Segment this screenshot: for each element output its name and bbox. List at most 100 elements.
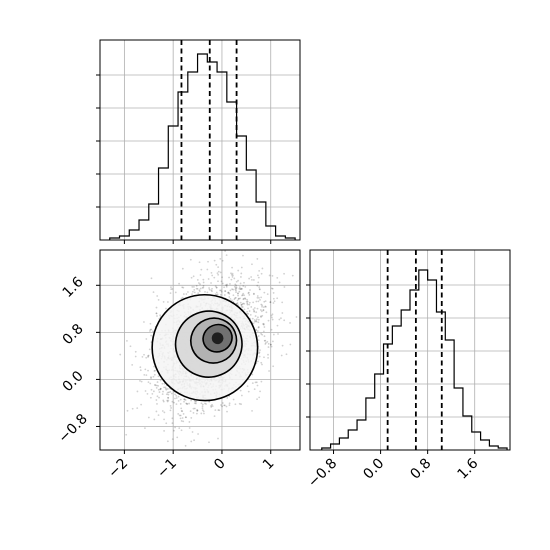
- sample-point: [259, 390, 261, 393]
- sample-point: [181, 417, 184, 419]
- sample-point: [243, 294, 246, 297]
- sample-point: [144, 390, 147, 392]
- sample-point: [204, 291, 206, 293]
- sample-point: [157, 414, 160, 417]
- density-levels: [151, 293, 259, 402]
- sample-point: [255, 311, 258, 314]
- sample-point: [269, 301, 272, 304]
- sample-point: [159, 387, 162, 390]
- sample-point: [150, 376, 152, 379]
- grid: [310, 250, 510, 450]
- sample-point: [240, 303, 243, 306]
- sample-point: [147, 355, 149, 357]
- sample-point: [131, 407, 134, 410]
- sample-point: [244, 297, 246, 300]
- sample-point: [136, 390, 139, 393]
- sample-point: [269, 343, 272, 346]
- sample-point: [261, 363, 263, 366]
- sample-point: [179, 417, 182, 420]
- sample-point: [264, 305, 267, 308]
- sample-point: [230, 272, 232, 275]
- sample-point: [259, 288, 261, 291]
- sample-point: [177, 399, 180, 402]
- sample-point: [200, 402, 203, 405]
- sample-point: [260, 303, 263, 306]
- sample-point: [221, 259, 224, 262]
- sample-point: [246, 310, 249, 313]
- sample-point: [225, 284, 228, 287]
- sample-point: [140, 380, 143, 383]
- sample-point: [243, 308, 246, 311]
- sample-point: [178, 282, 180, 285]
- sample-point: [241, 303, 244, 306]
- sample-point: [223, 294, 226, 296]
- sample-point: [272, 365, 275, 368]
- sample-point: [272, 340, 274, 343]
- sample-point: [193, 291, 196, 294]
- sample-point: [220, 290, 223, 293]
- sample-point: [268, 274, 271, 277]
- sample-point: [217, 280, 219, 283]
- sample-point: [255, 328, 257, 331]
- sample-point: [260, 316, 262, 318]
- sample-point: [250, 276, 253, 278]
- sample-point: [213, 276, 216, 279]
- sample-point: [240, 394, 243, 397]
- sample-point: [246, 302, 249, 305]
- sample-point: [263, 356, 265, 359]
- sample-point: [188, 427, 191, 429]
- sample-point: [167, 301, 169, 303]
- sample-point: [233, 277, 236, 280]
- sample-point: [206, 268, 209, 271]
- sample-point: [171, 438, 174, 440]
- sample-point: [157, 298, 160, 301]
- sample-point: [156, 295, 159, 297]
- sample-point: [159, 387, 162, 390]
- sample-point: [202, 278, 205, 281]
- axes-frame: [309, 249, 511, 451]
- sample-point: [173, 401, 175, 404]
- sample-point: [251, 382, 254, 385]
- sample-point: [253, 309, 255, 312]
- sample-point: [248, 301, 251, 304]
- sample-point: [262, 309, 265, 312]
- sample-point: [208, 441, 210, 444]
- sample-point: [280, 354, 283, 357]
- sample-point: [169, 409, 172, 412]
- sample-point: [276, 297, 279, 300]
- sample-point: [267, 356, 269, 359]
- sample-point: [218, 409, 221, 412]
- sample-point: [251, 263, 253, 266]
- sample-point: [231, 266, 233, 269]
- sample-point: [156, 395, 159, 398]
- sample-point: [230, 278, 233, 281]
- sample-point: [271, 287, 274, 290]
- sample-point: [229, 289, 232, 292]
- sample-point: [246, 298, 248, 301]
- sample-point: [181, 267, 184, 270]
- sample-point: [257, 318, 260, 321]
- sample-point: [153, 418, 156, 421]
- sample-point: [250, 306, 253, 308]
- sample-point: [193, 439, 195, 442]
- sample-point: [150, 334, 153, 337]
- y-tick-label: −0.8: [55, 411, 90, 446]
- sample-point: [270, 328, 273, 331]
- sample-point: [260, 310, 263, 313]
- sample-point: [183, 398, 186, 401]
- sample-point: [195, 287, 198, 290]
- sample-point: [242, 302, 245, 305]
- sample-point: [235, 302, 238, 305]
- sample-point: [221, 282, 224, 285]
- sample-point: [221, 276, 223, 279]
- sample-point: [179, 398, 182, 401]
- sample-point: [257, 274, 259, 277]
- sample-point: [283, 286, 286, 288]
- sample-point: [235, 287, 238, 290]
- sample-point: [158, 391, 161, 393]
- sample-point: [150, 377, 152, 380]
- sample-point: [145, 374, 148, 377]
- sample-point: [129, 345, 132, 348]
- sample-point: [240, 287, 243, 290]
- sample-point: [157, 375, 160, 378]
